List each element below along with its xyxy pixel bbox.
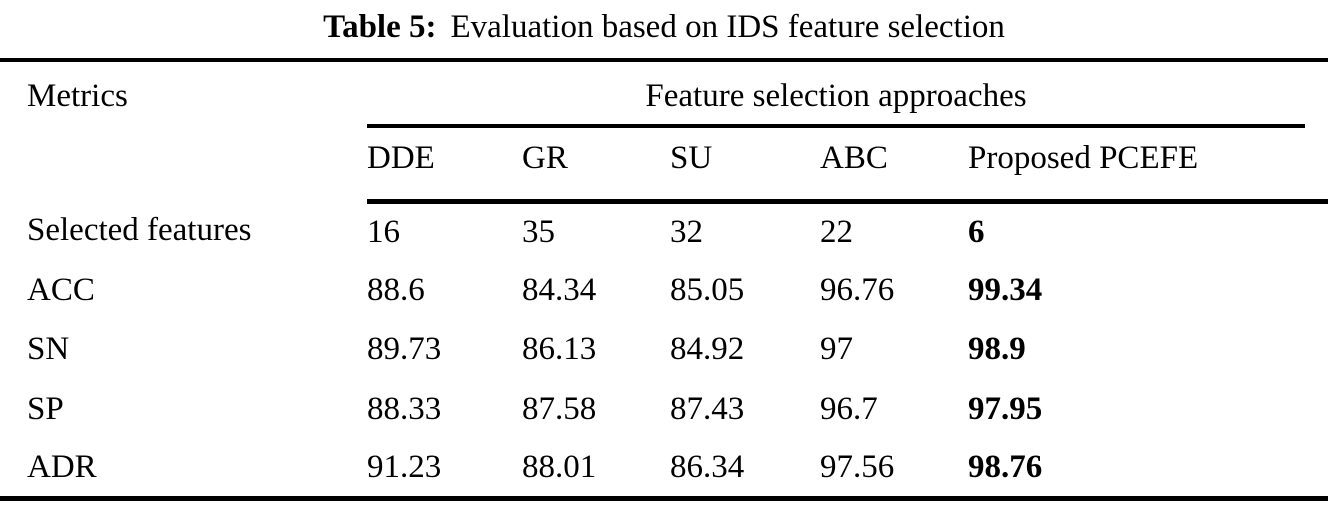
value-cell: 84.34 — [522, 271, 597, 308]
value-cell: 96.7 — [820, 390, 878, 427]
value-cell: 96.76 — [820, 271, 895, 308]
metric-label-cell: ACC — [27, 271, 95, 308]
column-header-dde: DDE — [367, 128, 522, 204]
value-cell: 86.13 — [522, 331, 597, 368]
table-header: Metrics Feature selection approaches DDE… — [0, 60, 1328, 204]
value-cell: 85.05 — [670, 271, 745, 308]
value-cell-proposed: 99.34 — [968, 271, 1043, 308]
value-cell: 97 — [820, 331, 853, 368]
evaluation-table: Metrics Feature selection approaches DDE… — [0, 58, 1328, 501]
group-header-rule — [367, 124, 1305, 128]
group-header-label: Feature selection approaches — [645, 78, 1027, 114]
value-cell: 97.56 — [820, 449, 895, 485]
metrics-header-cell: Metrics — [27, 78, 128, 114]
table-row-sn: SN 89.73 86.13 84.92 97 98.9 — [0, 320, 1328, 380]
value-cell: 35 — [522, 213, 555, 250]
value-cell: 22 — [820, 213, 853, 250]
table-caption-label: Table 5: — [323, 9, 437, 45]
column-header-gr: GR — [522, 128, 670, 204]
value-cell: 88.6 — [367, 271, 425, 308]
column-header-row: DDE GR SU ABC Proposed PCEFE — [0, 128, 1328, 204]
value-cell: 91.23 — [367, 449, 442, 485]
group-header-row: Metrics Feature selection approaches — [0, 60, 1328, 128]
column-header-su: SU — [670, 128, 820, 204]
table-row-acc: ACC 88.6 84.34 85.05 96.76 99.34 — [0, 261, 1328, 321]
table-body: Selected features 16 35 32 22 6 ACC 88.6… — [0, 201, 1328, 499]
value-cell-proposed: 6 — [968, 213, 985, 250]
value-cell: 87.43 — [670, 390, 745, 427]
table-caption-text: Evaluation based on IDS feature selectio… — [450, 9, 1005, 45]
value-cell: 16 — [367, 213, 400, 250]
value-cell: 88.01 — [522, 449, 597, 485]
value-cell: 87.58 — [522, 390, 597, 427]
metric-label-cell: Selected features — [27, 212, 252, 249]
value-cell: 89.73 — [367, 331, 442, 368]
value-cell: 86.34 — [670, 449, 745, 485]
table-row-selected-features: Selected features 16 35 32 22 6 — [0, 201, 1328, 261]
metric-label-cell: ADR — [27, 449, 97, 485]
column-header-proposed-pcefe: Proposed PCEFE — [968, 128, 1328, 204]
table-row-sp: SP 88.33 87.58 87.43 96.7 97.95 — [0, 380, 1328, 440]
value-cell: 84.92 — [670, 331, 745, 368]
table-row-adr: ADR 91.23 88.01 86.34 97.56 98.76 — [0, 439, 1328, 499]
value-cell-proposed: 98.76 — [968, 449, 1043, 485]
value-cell: 32 — [670, 213, 703, 250]
column-header-abc: ABC — [820, 128, 968, 204]
table-caption: Table 5: Evaluation based on IDS feature … — [0, 0, 1328, 58]
value-cell-proposed: 97.95 — [968, 390, 1043, 427]
value-cell-proposed: 98.9 — [968, 331, 1026, 368]
group-header-cell: Feature selection approaches — [367, 60, 1328, 128]
metric-label-cell: SP — [27, 390, 64, 427]
metric-label-cell: SN — [27, 331, 70, 368]
value-cell: 88.33 — [367, 390, 442, 427]
